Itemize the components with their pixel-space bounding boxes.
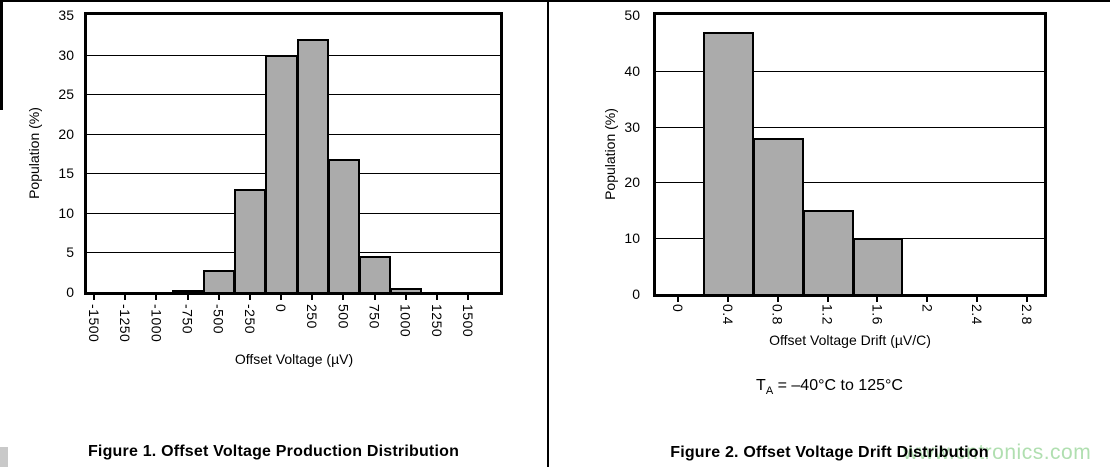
histogram-bar bbox=[234, 189, 267, 292]
gridline bbox=[656, 70, 1044, 72]
figure1-panel: 0 5 10 15 20 25 30 35 -1500 -1250 -1000 -750 -500 -25… bbox=[0, 0, 547, 467]
histogram-bar bbox=[296, 38, 329, 292]
figure2-panel: 0 10 20 30 40 50 0 0.4 0.8 1.2 1.6 2 2.4 2.8 Offset Vo… bbox=[549, 0, 1110, 467]
x-tick-label: -1000 bbox=[148, 304, 165, 343]
figure2-caption: Figure 2. Offset Voltage Drift Distribut… bbox=[670, 444, 989, 461]
y-tick-label: 30 bbox=[624, 118, 640, 135]
x-tick-label: 2 bbox=[919, 304, 936, 313]
x-tick-mark bbox=[124, 295, 127, 300]
x-tick-mark bbox=[311, 295, 314, 300]
figure2-chart: 0 10 20 30 40 50 0 0.4 0.8 1.2 1.6 2 2.4 2.8 Offset Vo… bbox=[549, 0, 1110, 467]
ta-range: = –40°C to 125°C bbox=[773, 377, 903, 394]
x-tick-mark bbox=[373, 295, 376, 300]
y-tick-label: 40 bbox=[624, 62, 640, 79]
x-tick-label: -500 bbox=[210, 304, 227, 335]
x-tick-mark bbox=[976, 297, 979, 302]
x-tick-mark bbox=[826, 297, 829, 302]
histogram-bar bbox=[358, 256, 392, 292]
y-tick-label: 30 bbox=[58, 46, 74, 63]
x-tick-label: 1500 bbox=[460, 304, 477, 338]
left-border-line bbox=[0, 0, 3, 110]
x-tick-label: -750 bbox=[179, 304, 196, 335]
ta-symbol: T bbox=[756, 377, 766, 394]
histogram-bar bbox=[852, 238, 904, 294]
x-tick-mark bbox=[1026, 297, 1029, 302]
x-tick-label: 1.6 bbox=[869, 304, 886, 325]
gridline bbox=[656, 182, 1044, 184]
y-tick-label: 0 bbox=[66, 284, 74, 300]
x-tick-label: -250 bbox=[241, 304, 258, 335]
x-tick-label: 0.8 bbox=[769, 304, 786, 325]
x-tick-mark bbox=[217, 295, 220, 300]
x-tick-label: 1000 bbox=[397, 304, 414, 338]
x-tick-label: -1500 bbox=[86, 304, 102, 343]
histogram-bar bbox=[752, 137, 804, 294]
y-tick-label: 15 bbox=[58, 165, 74, 182]
x-tick-label: 0.4 bbox=[719, 304, 736, 325]
x-tick-label: 1.2 bbox=[819, 304, 836, 325]
x-tick-label: 2.8 bbox=[1019, 304, 1036, 325]
x-tick-mark bbox=[467, 295, 470, 300]
histogram-bar bbox=[702, 31, 754, 294]
x-tick-label: -1250 bbox=[117, 304, 134, 343]
x-tick-label: 500 bbox=[335, 304, 352, 329]
temperature-condition: TA = –40°C to 125°C bbox=[549, 377, 1110, 397]
histogram-bar bbox=[390, 288, 423, 292]
x-tick-label: 0 bbox=[670, 304, 686, 313]
histogram-bar bbox=[171, 289, 205, 292]
y-tick-label: 25 bbox=[58, 86, 74, 103]
y-axis-title: Population (%) bbox=[602, 108, 618, 200]
x-tick-mark bbox=[248, 295, 251, 300]
y-tick-label: 20 bbox=[624, 174, 640, 191]
figure1-chart: 0 5 10 15 20 25 30 35 -1500 -1250 -1000 -750 -500 -25… bbox=[0, 0, 547, 467]
x-tick-mark bbox=[280, 295, 283, 300]
x-axis-title: Offset Voltage (µV) bbox=[234, 351, 354, 367]
y-tick-label: 5 bbox=[66, 244, 74, 261]
x-tick-mark bbox=[435, 295, 438, 300]
x-tick-label: 750 bbox=[366, 304, 383, 329]
x-axis-title: Offset Voltage Drift (µV/C) bbox=[769, 332, 931, 348]
x-tick-mark bbox=[776, 297, 779, 302]
x-tick-mark bbox=[677, 297, 679, 302]
plot-area bbox=[653, 12, 1047, 297]
y-axis-title: Population (%) bbox=[26, 107, 42, 199]
x-tick-mark bbox=[926, 297, 929, 302]
histogram-bar bbox=[265, 54, 298, 292]
panel-divider bbox=[547, 0, 549, 467]
x-tick-label: 0 bbox=[273, 304, 290, 313]
y-tick-label: 50 bbox=[624, 7, 640, 23]
y-tick-label: 35 bbox=[58, 7, 74, 23]
ta-subscript: A bbox=[765, 385, 774, 398]
x-tick-label: 1250 bbox=[428, 304, 445, 338]
top-border-line bbox=[0, 0, 1110, 2]
x-tick-mark bbox=[404, 295, 407, 300]
x-tick-label: 250 bbox=[304, 304, 321, 329]
watermark: www.cntronics.com bbox=[903, 441, 1092, 464]
x-tick-mark bbox=[155, 295, 158, 300]
x-tick-label: 2.4 bbox=[969, 304, 986, 325]
gridline bbox=[656, 126, 1044, 128]
x-tick-mark bbox=[342, 295, 345, 300]
bottom-left-artifact bbox=[0, 447, 8, 467]
histogram-bar bbox=[203, 269, 236, 292]
y-tick-label: 20 bbox=[58, 125, 74, 142]
x-tick-mark bbox=[93, 295, 95, 300]
x-tick-mark bbox=[186, 295, 189, 300]
histogram-bar bbox=[802, 210, 854, 294]
y-tick-label: 0 bbox=[632, 286, 640, 302]
x-tick-mark bbox=[726, 297, 729, 302]
y-tick-label: 10 bbox=[58, 204, 74, 221]
figure1-caption: Figure 1. Offset Voltage Production Dist… bbox=[87, 443, 460, 460]
y-tick-label: 10 bbox=[624, 230, 640, 247]
plot-area bbox=[84, 12, 503, 295]
histogram-bar bbox=[327, 159, 360, 292]
x-tick-mark bbox=[876, 297, 879, 302]
